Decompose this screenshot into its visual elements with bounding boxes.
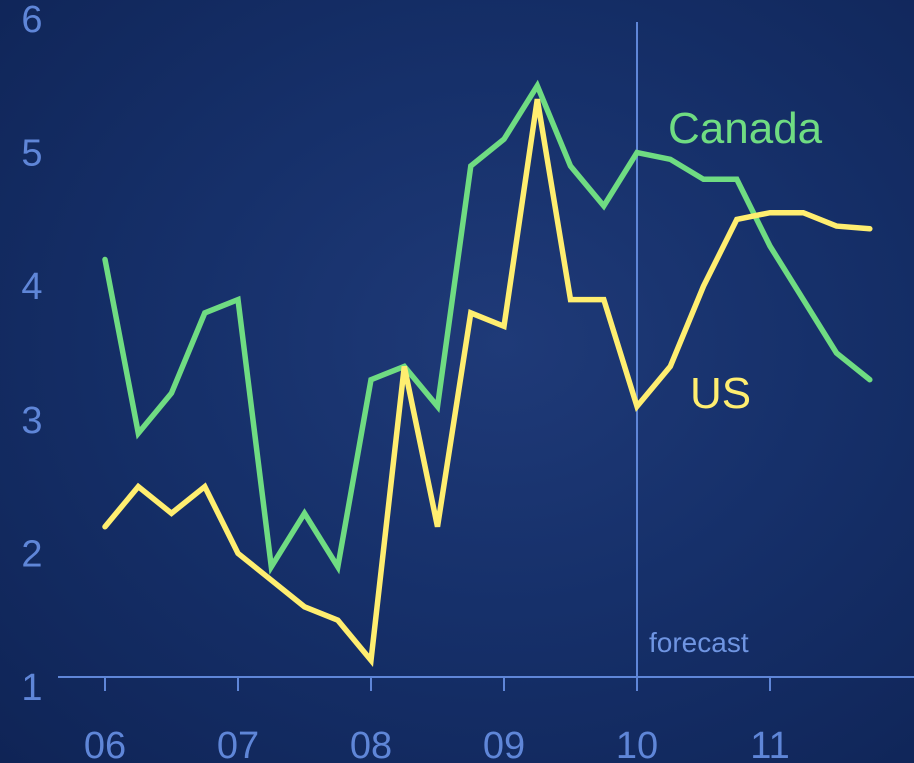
y-tick-label: 5 (21, 133, 42, 175)
y-tick-label: 1 (21, 667, 42, 709)
y-tick-label: 6 (21, 0, 42, 41)
series-line-us (102, 98, 873, 668)
x-tick-label: 06 (84, 725, 126, 763)
series-lines (102, 79, 873, 668)
series-labels: Canada US (668, 104, 823, 418)
x-tick-label: 11 (750, 725, 789, 763)
y-tick-label: 4 (21, 266, 42, 308)
x-tick-label: 09 (483, 725, 525, 763)
x-tick-label: 10 (616, 725, 658, 763)
forecast-divider: forecast (636, 22, 749, 677)
forecast-label: forecast (649, 627, 749, 658)
series-label-us: US (690, 369, 751, 418)
series-label-canada: Canada (668, 104, 823, 153)
x-tick-label: 08 (350, 725, 392, 763)
series-line-canada (102, 79, 873, 575)
y-tick-label: 3 (21, 400, 42, 442)
x-tick-label: 07 (217, 725, 259, 763)
y-tick-label: 2 (21, 533, 42, 575)
